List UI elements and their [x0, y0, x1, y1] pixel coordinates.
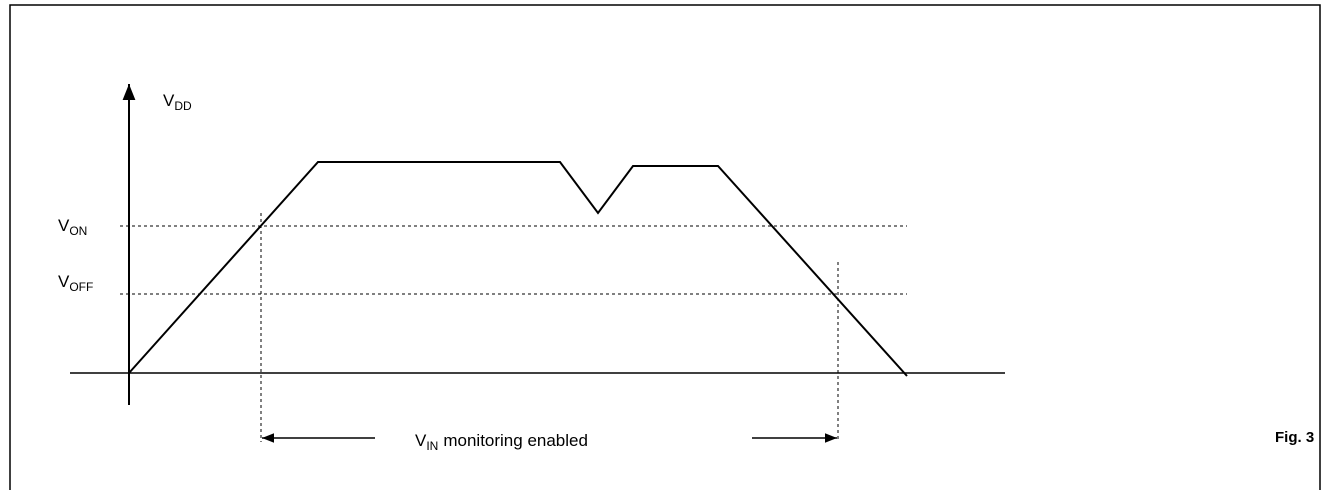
label-voff: VOFF: [58, 272, 93, 294]
symbol: V: [58, 216, 70, 235]
caption-text: monitoring enabled: [443, 431, 588, 450]
figure-label: Fig. 3: [1275, 429, 1314, 446]
frame: [9, 4, 1321, 490]
caption: VIN monitoring enabled: [415, 431, 588, 453]
subscript: DD: [174, 99, 192, 113]
symbol: V: [163, 91, 175, 110]
subscript: IN: [426, 439, 438, 453]
label-vdd: VDD: [163, 91, 192, 113]
symbol: V: [58, 272, 70, 291]
label-von: VON: [58, 216, 87, 238]
waveform: [128, 161, 908, 377]
symbol: V: [415, 431, 427, 450]
subscript: ON: [69, 224, 87, 238]
subscript: OFF: [69, 280, 93, 294]
